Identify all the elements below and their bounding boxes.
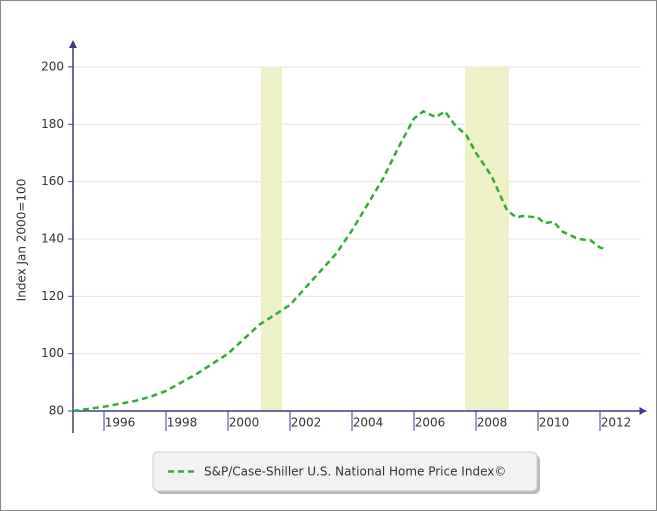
y-tick-label: 120 <box>41 289 64 303</box>
y-tick-label: 140 <box>41 231 64 245</box>
x-tick-label: 2000 <box>229 416 260 430</box>
shaded-period <box>465 66 509 411</box>
x-tick-label: 2010 <box>539 416 570 430</box>
y-axis-arrow <box>69 40 77 48</box>
legend-label: S&P/Case-Shiller U.S. National Home Pric… <box>204 465 506 479</box>
x-tick-label: 2002 <box>291 416 322 430</box>
x-axis-arrow <box>639 407 647 415</box>
x-tick-label: 2012 <box>601 416 632 430</box>
legend-box <box>152 451 538 492</box>
x-tick-label: 2006 <box>415 416 446 430</box>
y-tick-label: 180 <box>41 117 64 131</box>
y-tick-label: 160 <box>41 174 64 188</box>
x-tick-label: 1998 <box>167 416 198 430</box>
shaded-period <box>260 66 282 411</box>
y-tick-label: 100 <box>41 346 64 360</box>
y-axis-label: Index Jan 2000=100 <box>15 179 29 302</box>
y-tick-label: 200 <box>41 59 64 73</box>
x-tick-label: 2004 <box>353 416 384 430</box>
x-tick-label: 2008 <box>477 416 508 430</box>
line <box>72 109 607 413</box>
x-tick-label: 1996 <box>105 416 136 430</box>
y-tick-label: 80 <box>49 404 64 418</box>
